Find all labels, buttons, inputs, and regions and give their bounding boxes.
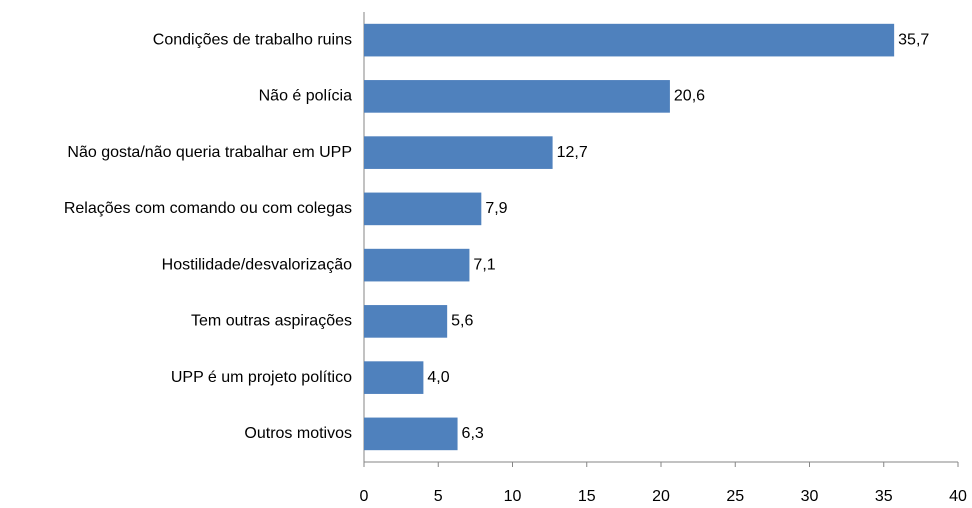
bar (364, 417, 458, 451)
y-tick-label: Não é polícia (259, 88, 352, 105)
bar (364, 192, 482, 226)
x-tick-label: 15 (578, 488, 596, 505)
x-tick-label: 10 (504, 488, 522, 505)
x-tick-label: 35 (875, 488, 893, 505)
bar (364, 361, 424, 394)
bar (364, 136, 553, 169)
data-label: 35,7 (898, 31, 929, 48)
y-tick-label: UPP é um projeto político (171, 369, 352, 386)
data-label: 4,0 (427, 369, 449, 386)
data-label: 5,6 (451, 313, 473, 330)
x-tick-label: 0 (360, 488, 369, 505)
bar (364, 305, 448, 338)
y-tick-label: Tem outras aspirações (191, 313, 352, 330)
data-label: 7,9 (485, 200, 507, 217)
bar (364, 23, 895, 57)
bar (364, 248, 470, 282)
data-label: 7,1 (473, 256, 495, 273)
y-tick-label: Hostilidade/desvalorização (162, 256, 352, 273)
y-tick-label: Outros motivos (244, 425, 352, 442)
data-label: 20,6 (674, 88, 705, 105)
x-tick-label: 5 (434, 488, 443, 505)
y-tick-label: Condições de trabalho ruins (153, 31, 352, 48)
x-tick-label: 40 (949, 488, 967, 505)
x-tick-label: 25 (726, 488, 744, 505)
x-tick-label: 20 (652, 488, 670, 505)
data-label: 6,3 (462, 425, 484, 442)
data-label: 12,7 (557, 144, 588, 161)
y-tick-label: Relações com comando ou com colegas (64, 200, 352, 217)
x-tick-label: 30 (801, 488, 819, 505)
y-tick-label: Não gosta/não queria trabalhar em UPP (67, 144, 352, 161)
bar (364, 80, 670, 113)
